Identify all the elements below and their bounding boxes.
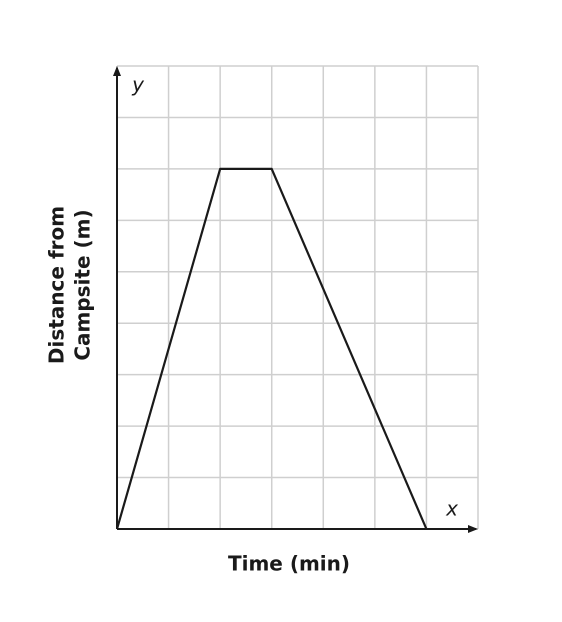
y-axis-symbol: y [131, 73, 145, 97]
x-axis-symbol: x [445, 497, 458, 521]
x-axis-label: Time (min) [228, 552, 350, 576]
y-axis-label-line: Campsite (m) [71, 209, 95, 360]
y-axis-label-line: Distance from [45, 206, 69, 364]
y-axis-label: Distance from Campsite (m) [45, 206, 95, 364]
data-line [115, 167, 428, 530]
y-axis-arrow [113, 66, 121, 76]
x-axis-arrow [468, 525, 478, 533]
